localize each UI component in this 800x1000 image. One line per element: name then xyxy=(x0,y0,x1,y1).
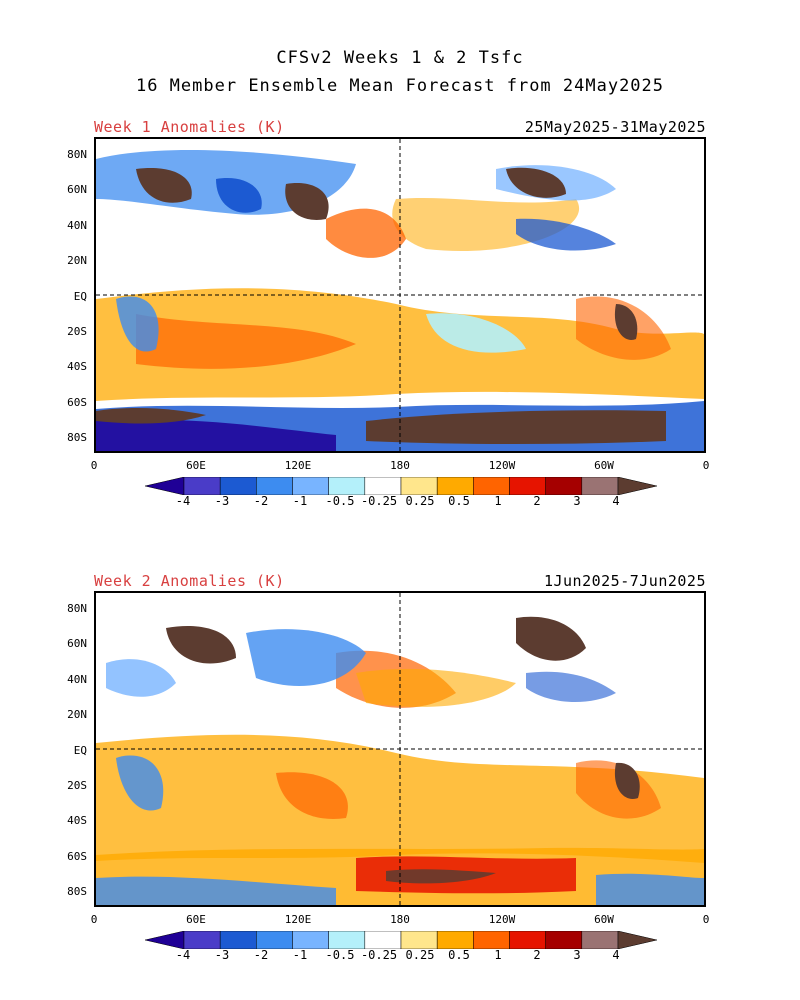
lat-label: 60N xyxy=(67,183,87,196)
week2-colorbar-labels: -4 -3 -2 -1 -0.5 -0.25 0.25 0.5 1 2 3 4 xyxy=(0,948,800,964)
lon-label: 120W xyxy=(488,459,516,472)
colorbar-tick-label: 0.5 xyxy=(448,948,470,962)
lon-label: 0 xyxy=(702,913,710,926)
lon-label: 120W xyxy=(488,913,516,926)
lat-label: 60N xyxy=(67,637,87,650)
panel2-date-range: 1Jun2025-7Jun2025 xyxy=(543,572,706,590)
colorbar-tick-label: -2 xyxy=(253,494,269,508)
colorbar-swatch xyxy=(328,477,366,495)
colorbar-end-high xyxy=(617,931,657,949)
colorbar-swatch xyxy=(219,931,257,949)
figure-title-line2: 16 Member Ensemble Mean Forecast from 24… xyxy=(135,76,665,96)
panel1-date-range: 25May2025-31May2025 xyxy=(524,118,706,136)
colorbar-tick-label: 3 xyxy=(573,948,581,962)
week2-anomaly-map xyxy=(94,591,706,907)
lat-label: 20N xyxy=(67,254,87,267)
lon-label: 120E xyxy=(284,459,312,472)
figure-title-line1: CFSv2 Weeks 1 & 2 Tsfc xyxy=(276,48,524,68)
lat-label: 40N xyxy=(67,219,87,232)
colorbar-tick-label: 2 xyxy=(533,948,541,962)
colorbar-end-high xyxy=(617,477,657,495)
lon-label: 60E xyxy=(186,459,206,472)
colorbar-tick-label: 0.25 xyxy=(405,948,435,962)
colorbar-tick-label: -4 xyxy=(175,494,191,508)
panel2-label: Week 2 Anomalies (K) xyxy=(94,572,285,590)
lat-label: 80N xyxy=(67,148,87,161)
colorbar-swatch xyxy=(436,931,474,949)
lon-label: 60W xyxy=(594,459,614,472)
week1-colorbar-labels: -4 -3 -2 -1 -0.5 -0.25 0.25 0.5 1 2 3 4 xyxy=(0,494,800,510)
colorbar-swatch xyxy=(509,477,546,495)
colorbar-tick-label: -1 xyxy=(292,494,308,508)
panel1-label: Week 1 Anomalies (K) xyxy=(94,118,285,136)
lon-label: 180 xyxy=(390,913,410,926)
lon-label: 180 xyxy=(390,459,410,472)
colorbar-swatch xyxy=(292,477,329,495)
colorbar-tick-label: 0.25 xyxy=(405,494,435,508)
colorbar-tick-label: 1 xyxy=(494,494,502,508)
lon-label: 60E xyxy=(186,913,206,926)
lat-label: 80S xyxy=(67,431,87,444)
colorbar-swatch xyxy=(364,931,402,949)
colorbar-end-low xyxy=(145,931,185,949)
lat-label: 40S xyxy=(67,814,87,827)
colorbar-tick-label: 1 xyxy=(494,948,502,962)
lon-label: 0 xyxy=(90,459,98,472)
lon-label: 0 xyxy=(702,459,710,472)
colorbar-swatch xyxy=(581,477,619,495)
lat-label: 20S xyxy=(67,779,87,792)
colorbar-swatch xyxy=(364,477,402,495)
colorbar-tick-label: -1 xyxy=(292,948,308,962)
colorbar-swatch xyxy=(256,477,293,495)
colorbar-swatch xyxy=(219,477,257,495)
colorbar-swatch xyxy=(183,477,221,495)
lat-label: 40N xyxy=(67,673,87,686)
colorbar-tick-label: -3 xyxy=(214,494,230,508)
lat-label: 60S xyxy=(67,850,87,863)
lon-label: 120E xyxy=(284,913,312,926)
week2-colorbar xyxy=(145,931,657,949)
lon-label: 0 xyxy=(90,913,98,926)
lat-label: 80N xyxy=(67,602,87,615)
week1-colorbar xyxy=(145,477,657,495)
colorbar-swatch xyxy=(400,931,438,949)
colorbar-swatch xyxy=(256,931,293,949)
colorbar-swatch xyxy=(545,477,583,495)
colorbar-swatch xyxy=(436,477,474,495)
lat-label: 20N xyxy=(67,708,87,721)
colorbar-swatch xyxy=(292,931,329,949)
colorbar-swatch xyxy=(473,477,510,495)
colorbar-tick-label: -4 xyxy=(175,948,191,962)
lat-label: EQ xyxy=(73,290,87,303)
week1-anomaly-map xyxy=(94,137,706,453)
lat-label: EQ xyxy=(73,744,87,757)
colorbar-tick-label: -0.5 xyxy=(325,948,355,962)
colorbar-tick-label: 3 xyxy=(573,494,581,508)
colorbar-tick-label: 0.5 xyxy=(448,494,470,508)
colorbar-tick-label: 4 xyxy=(612,494,620,508)
colorbar-swatch xyxy=(509,931,546,949)
colorbar-swatch xyxy=(183,931,221,949)
colorbar-tick-label: -0.25 xyxy=(360,948,398,962)
colorbar-tick-label: 4 xyxy=(612,948,620,962)
colorbar-tick-label: -0.5 xyxy=(325,494,355,508)
colorbar-tick-label: -3 xyxy=(214,948,230,962)
colorbar-swatch xyxy=(545,931,583,949)
lat-label: 60S xyxy=(67,396,87,409)
colorbar-end-low xyxy=(145,477,185,495)
colorbar-tick-label: -2 xyxy=(253,948,269,962)
lat-label: 20S xyxy=(67,325,87,338)
colorbar-swatch xyxy=(581,931,619,949)
colorbar-swatch xyxy=(328,931,366,949)
lat-label: 40S xyxy=(67,360,87,373)
lat-label: 80S xyxy=(67,885,87,898)
colorbar-tick-label: 2 xyxy=(533,494,541,508)
lon-label: 60W xyxy=(594,913,614,926)
colorbar-tick-label: -0.25 xyxy=(360,494,398,508)
colorbar-swatch xyxy=(473,931,510,949)
colorbar-swatch xyxy=(400,477,438,495)
